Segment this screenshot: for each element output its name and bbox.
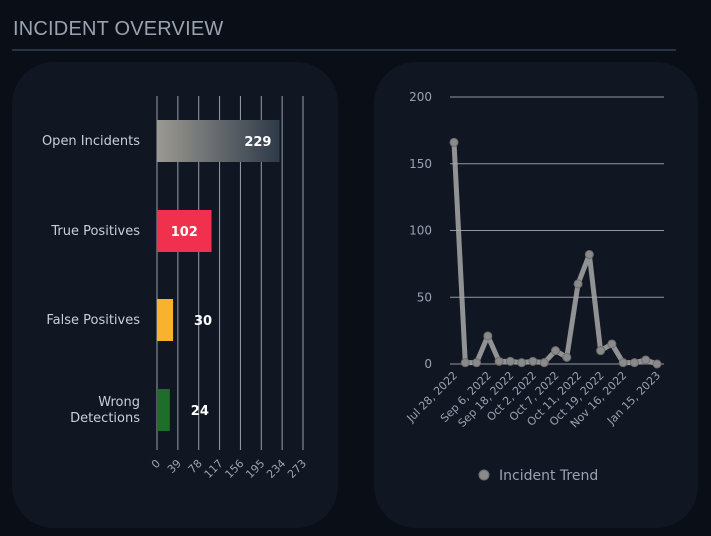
y-tick-label: 200: [409, 90, 432, 104]
x-tick-label: 117: [202, 457, 226, 481]
bar-wrong-detections[interactable]: [157, 389, 170, 431]
data-point[interactable]: [483, 331, 493, 341]
value-label: 102: [171, 225, 198, 240]
value-label: 229: [244, 135, 271, 150]
data-point[interactable]: [629, 358, 639, 368]
x-tick-label: 273: [285, 457, 309, 481]
data-point[interactable]: [449, 137, 459, 147]
x-tick-label: 0: [149, 457, 163, 471]
legend-marker: [478, 469, 490, 481]
y-tick-label: 100: [409, 224, 432, 238]
incident-breakdown-panel: Open Incidents 229 True Positives 102 False …: [12, 62, 338, 528]
page-title: INCIDENT OVERVIEW: [13, 18, 224, 40]
data-point[interactable]: [517, 358, 527, 368]
incident-trend-line: [451, 139, 660, 367]
data-point[interactable]: [584, 250, 594, 260]
data-point[interactable]: [607, 339, 617, 349]
x-tick-label: 234: [264, 457, 288, 481]
bar-open-incidents[interactable]: [157, 120, 280, 162]
data-point[interactable]: [460, 358, 470, 368]
data-point[interactable]: [596, 346, 606, 356]
incident-bar-chart: Open Incidents 229 True Positives 102 False …: [42, 96, 309, 481]
x-tick-label: 156: [223, 457, 247, 481]
data-point[interactable]: [494, 356, 504, 366]
data-point[interactable]: [641, 355, 651, 365]
data-point[interactable]: [618, 358, 628, 368]
category-label: False Positives: [46, 313, 140, 328]
category-label: True Positives: [50, 224, 140, 239]
y-tick-label: 0: [424, 357, 432, 371]
data-point[interactable]: [472, 358, 482, 368]
data-point[interactable]: [652, 359, 662, 369]
value-label: 30: [194, 314, 212, 329]
x-tick-label: 39: [165, 457, 184, 476]
value-label: 24: [191, 404, 209, 419]
bar-false-positives[interactable]: [157, 299, 174, 341]
data-point[interactable]: [551, 346, 560, 356]
y-tick-label: 150: [409, 157, 432, 171]
title-divider: [12, 49, 676, 51]
data-point[interactable]: [573, 279, 583, 289]
incident-trend-panel: 0 50 100 150 200 Jul 28, 2022 Sep 6, 2022 Sep 1…: [374, 62, 698, 528]
category-label: Wrong Detections: [70, 395, 140, 426]
category-label: Open Incidents: [42, 134, 140, 149]
data-point[interactable]: [562, 352, 572, 362]
y-tick-label: 50: [417, 290, 432, 304]
legend-label: Incident Trend: [499, 468, 598, 484]
data-point[interactable]: [505, 356, 515, 366]
data-point[interactable]: [539, 358, 549, 368]
bar-true-positives[interactable]: [157, 210, 212, 252]
x-tick-label: 195: [243, 457, 267, 481]
data-point[interactable]: [528, 356, 538, 366]
